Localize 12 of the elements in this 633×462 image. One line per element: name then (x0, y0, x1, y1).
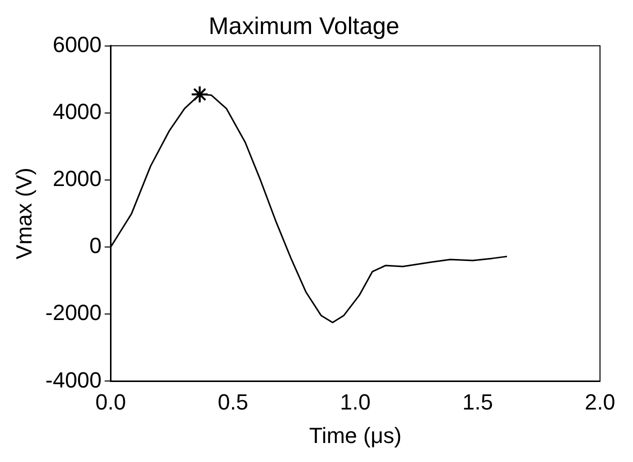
x-tick-label: 1.0 (340, 389, 371, 414)
chart-title: Maximum Voltage (208, 13, 400, 40)
y-axis-title: Vmax (V) (11, 168, 36, 260)
y-tick-label: 6000 (52, 32, 102, 57)
y-tick-label: 0 (89, 233, 102, 258)
x-tick-label: 1.5 (462, 389, 493, 414)
x-tick-label: 2.0 (584, 389, 616, 414)
y-tick-label: -2000 (45, 300, 102, 326)
x-axis-title: Time (μs) (309, 422, 402, 448)
y-tick-label: 4000 (52, 98, 102, 124)
x-tick-label: 0.5 (218, 389, 248, 414)
y-tick-label: 2000 (52, 166, 102, 192)
